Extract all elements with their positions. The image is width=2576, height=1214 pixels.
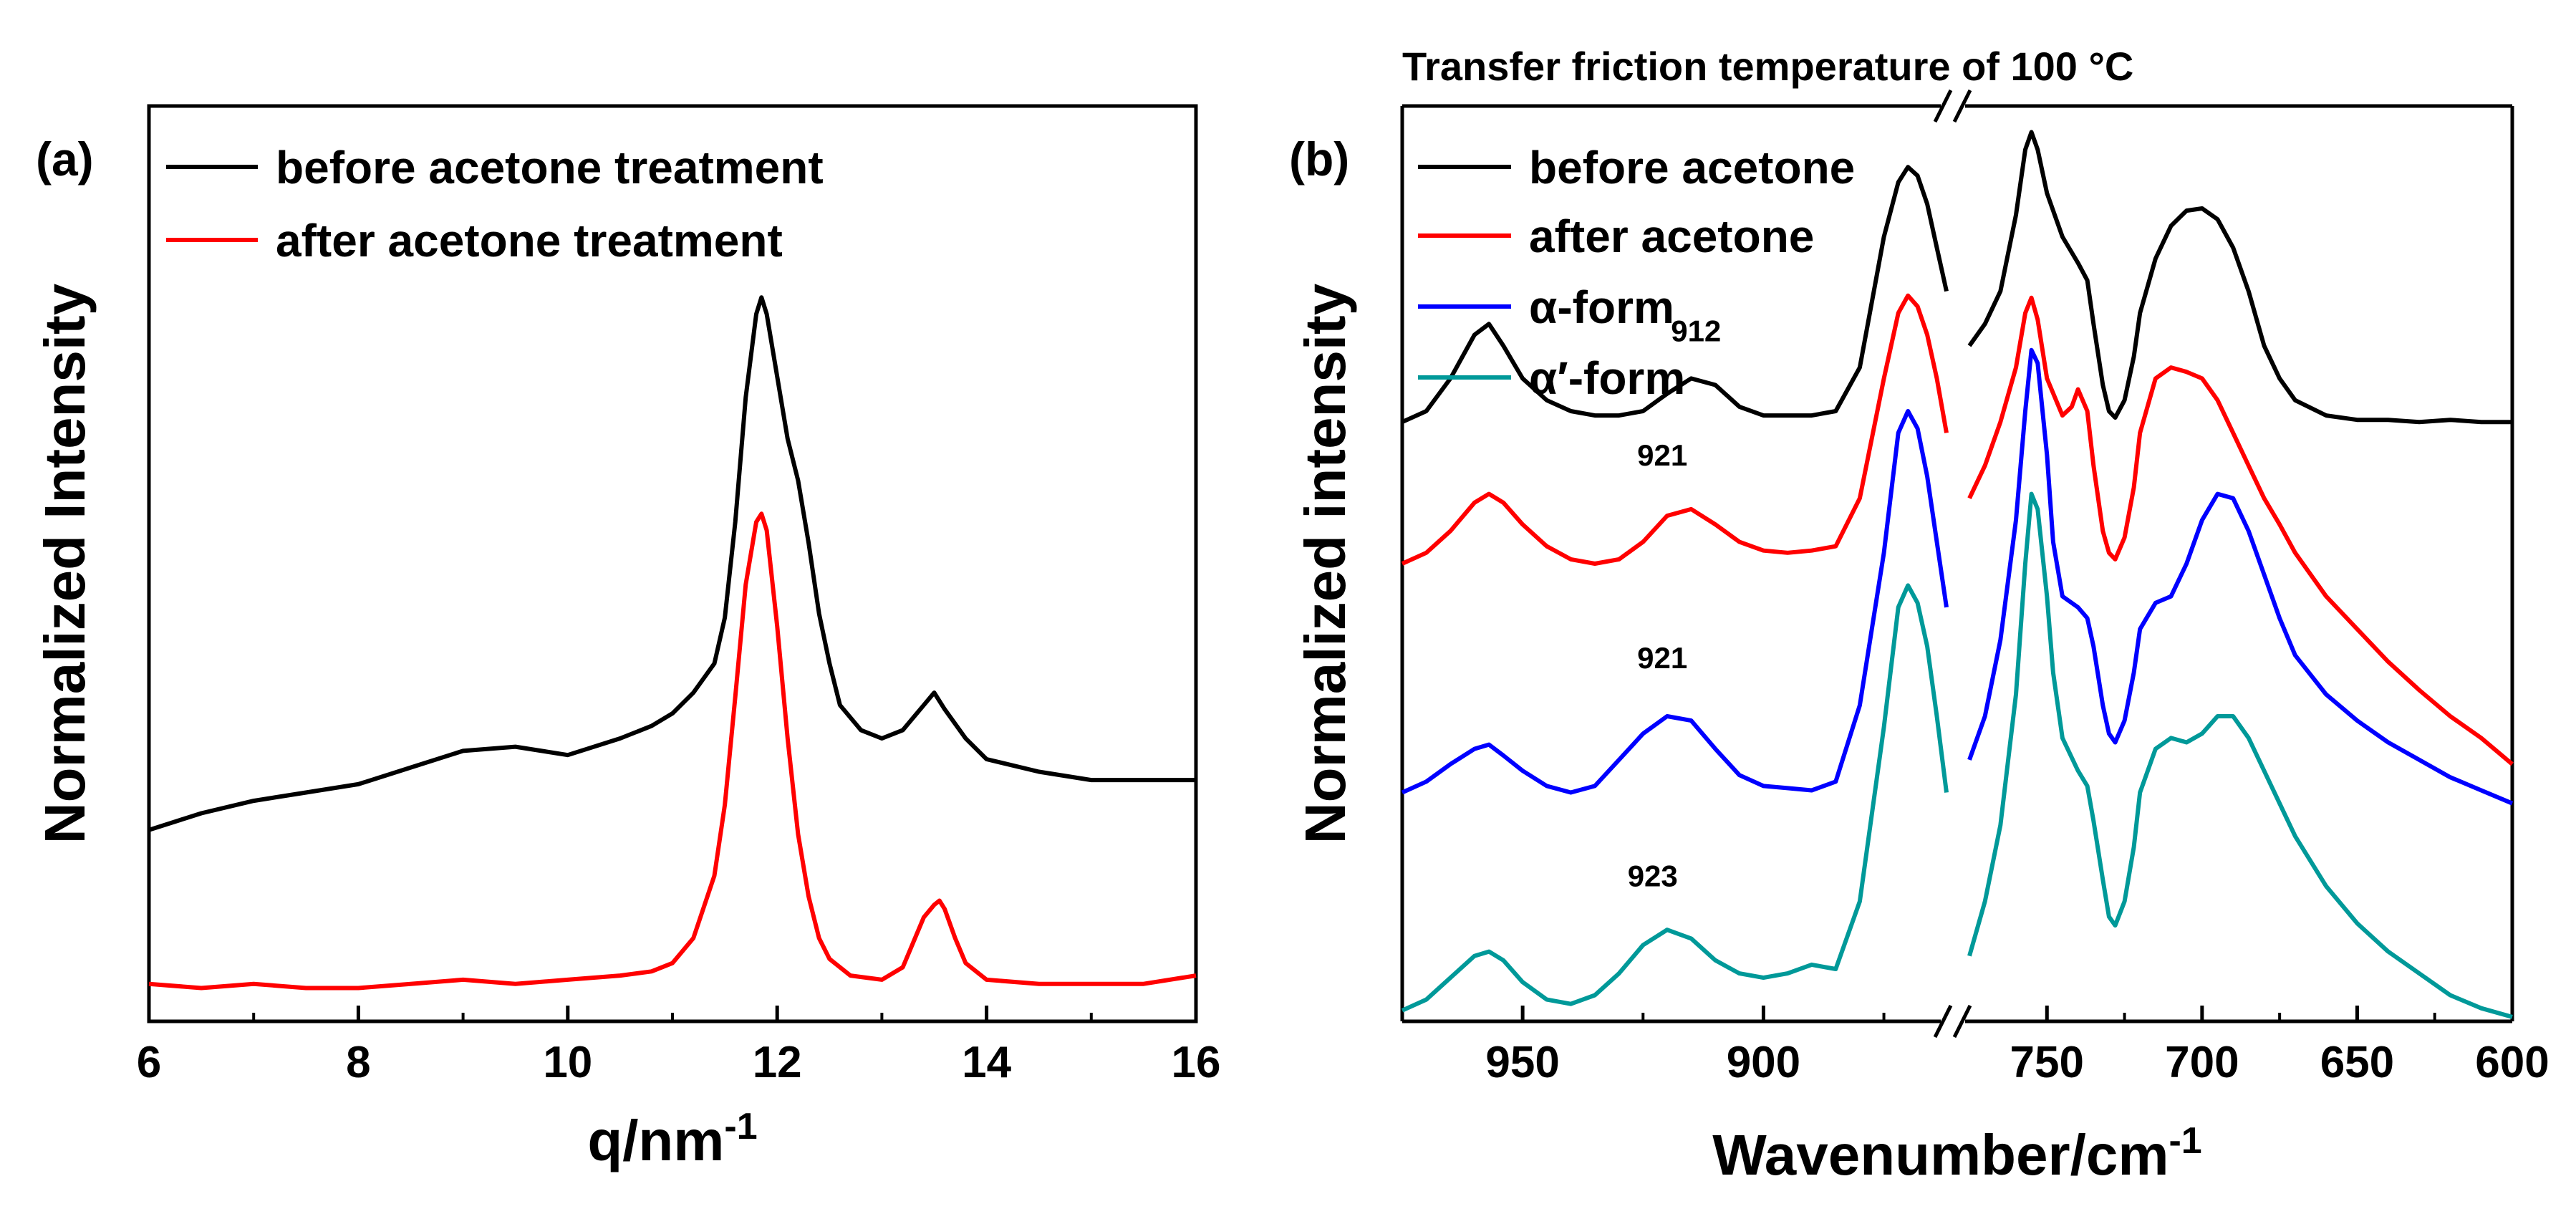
panel-a-x-tick-label-8: 8 [346, 1038, 370, 1087]
panel-a-series [148, 295, 1197, 991]
axis-break-bottom [1933, 1004, 1972, 1039]
legend-label-alpha-form: α-form [1529, 281, 1674, 333]
panel-b-x-tick-label-900: 900 [1727, 1038, 1800, 1087]
series-line-after-acetone-low-wavenumber [1967, 295, 2514, 766]
panel-b-legend: before acetone after acetone α-form α′-f… [1418, 142, 1855, 404]
panel-b-x-tick-label-750: 750 [2010, 1038, 2084, 1087]
panel-b-title: Transfer friction temperature of 100 °C [1402, 44, 2133, 89]
panel-b-peak-labels: 912 921 921 923 [1628, 314, 1722, 893]
series-line-after-acetone-high-wavenumber [1401, 293, 1949, 566]
legend-label-before-acetone: before acetone [1529, 142, 1855, 193]
panel-b-x-tick-label-600: 600 [2475, 1038, 2549, 1087]
panel-a-x-tick-label-16: 16 [1172, 1038, 1221, 1087]
panel-a-x-tick-label-6: 6 [137, 1038, 161, 1087]
series-line-alpha-form-high-wavenumber [1401, 409, 1949, 795]
panel-b: Transfer friction temperature of 100 °C … [1289, 44, 2550, 1187]
panel-b-x-tick-label-700: 700 [2165, 1038, 2239, 1087]
panel-a-legend: before acetone treatment after acetone t… [166, 142, 824, 266]
series-line-before-acetone-low-wavenumber [1967, 130, 2512, 425]
series-line-before-acetone-high-wavenumber [1401, 165, 1949, 424]
panel-a-x-axis-title: q/nm-1 [587, 1106, 757, 1172]
peak-label-912-0: 912 [1671, 314, 1721, 348]
peak-label-921-1: 921 [1637, 438, 1687, 472]
panel-a-label: (a) [36, 133, 94, 186]
panel-b-x-tick-label-650: 650 [2320, 1038, 2394, 1087]
panel-b-y-axis-title: Normalized intensity [1293, 283, 1357, 844]
axis-break-top [1933, 89, 1972, 123]
series-line-before-acetone-treatment [148, 295, 1196, 832]
legend-label-after-acetone-treatment: after acetone treatment [276, 215, 783, 266]
panel-b-x-ticks: 950 900 750 700 650 600 [1401, 1006, 2550, 1087]
peak-label-923-3: 923 [1628, 859, 1678, 892]
legend-label-before-acetone-treatment: before acetone treatment [276, 142, 824, 193]
panel-a-x-ticks: 6 8 10 12 14 16 [137, 1006, 1221, 1087]
series-line-alpha-prime-form-high-wavenumber [1401, 583, 1949, 1013]
panel-a-y-axis-title: Normalized Intensity [33, 283, 97, 844]
panel-b-label: (b) [1289, 133, 1349, 186]
legend-label-alpha-prime-form: α′-form [1529, 352, 1685, 404]
legend-label-after-acetone: after acetone [1529, 211, 1814, 262]
panel-b-series [1401, 130, 2514, 1019]
series-line-after-acetone-treatment [148, 511, 1197, 991]
panel-a: 6 8 10 12 14 16 (a) q/nm-1 Normalized Intensi… [33, 104, 1221, 1172]
series-line-alpha-form-low-wavenumber [1967, 347, 2514, 806]
panel-b-x-tick-label-950: 950 [1485, 1038, 1559, 1087]
panel-b-x-axis-title: Wavenumber/cm-1 [1712, 1120, 2201, 1187]
series-line-alpha-prime-form-low-wavenumber [1967, 491, 2513, 1019]
panel-a-x-tick-label-14: 14 [962, 1038, 1011, 1087]
peak-label-921-2: 921 [1637, 641, 1687, 675]
panel-a-x-tick-label-10: 10 [543, 1038, 592, 1087]
panel-a-x-tick-label-12: 12 [753, 1038, 802, 1087]
